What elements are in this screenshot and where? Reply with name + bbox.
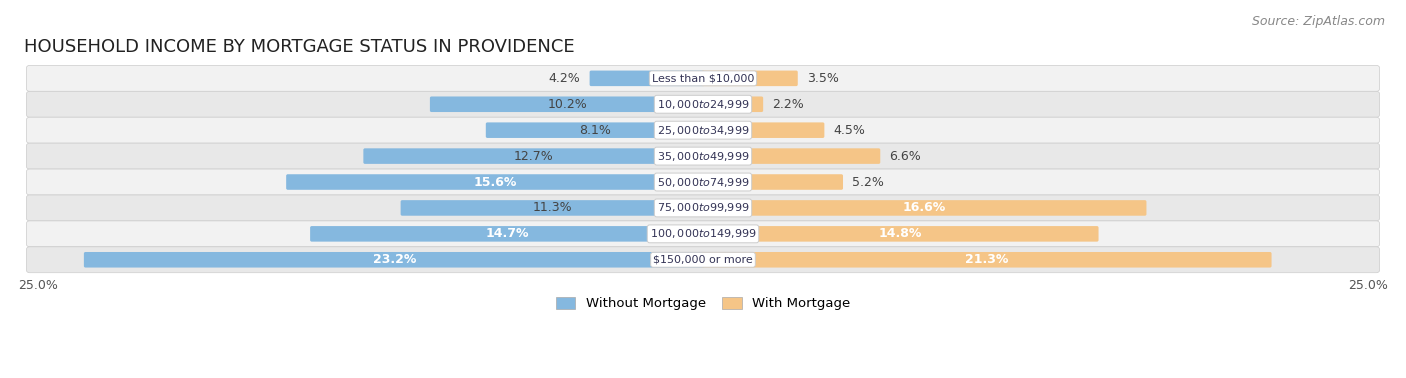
Text: $100,000 to $149,999: $100,000 to $149,999 xyxy=(650,227,756,240)
FancyBboxPatch shape xyxy=(589,71,704,86)
FancyBboxPatch shape xyxy=(311,226,704,242)
FancyBboxPatch shape xyxy=(702,252,1271,268)
Text: 4.2%: 4.2% xyxy=(548,72,581,85)
FancyBboxPatch shape xyxy=(287,174,704,190)
Text: 3.5%: 3.5% xyxy=(807,72,839,85)
Text: 14.8%: 14.8% xyxy=(879,227,922,240)
Text: $50,000 to $74,999: $50,000 to $74,999 xyxy=(657,175,749,189)
Text: $25,000 to $34,999: $25,000 to $34,999 xyxy=(657,124,749,137)
FancyBboxPatch shape xyxy=(702,96,763,112)
FancyBboxPatch shape xyxy=(363,148,704,164)
Text: Source: ZipAtlas.com: Source: ZipAtlas.com xyxy=(1251,15,1385,28)
Text: $10,000 to $24,999: $10,000 to $24,999 xyxy=(657,98,749,111)
FancyBboxPatch shape xyxy=(27,195,1379,221)
FancyBboxPatch shape xyxy=(702,174,844,190)
FancyBboxPatch shape xyxy=(27,117,1379,143)
Text: 16.6%: 16.6% xyxy=(903,201,946,214)
Text: 21.3%: 21.3% xyxy=(965,253,1008,266)
FancyBboxPatch shape xyxy=(401,200,704,216)
Text: $75,000 to $99,999: $75,000 to $99,999 xyxy=(657,201,749,214)
Text: 12.7%: 12.7% xyxy=(515,150,554,163)
Text: 5.2%: 5.2% xyxy=(852,175,884,189)
Text: 2.2%: 2.2% xyxy=(772,98,804,111)
FancyBboxPatch shape xyxy=(84,252,704,268)
FancyBboxPatch shape xyxy=(27,65,1379,91)
FancyBboxPatch shape xyxy=(702,148,880,164)
Text: $150,000 or more: $150,000 or more xyxy=(654,255,752,265)
Text: 4.5%: 4.5% xyxy=(834,124,865,137)
Text: Less than $10,000: Less than $10,000 xyxy=(652,73,754,83)
Text: $35,000 to $49,999: $35,000 to $49,999 xyxy=(657,150,749,163)
FancyBboxPatch shape xyxy=(702,122,824,138)
FancyBboxPatch shape xyxy=(27,247,1379,273)
FancyBboxPatch shape xyxy=(702,226,1098,242)
Text: 6.6%: 6.6% xyxy=(890,150,921,163)
Text: 23.2%: 23.2% xyxy=(373,253,416,266)
Text: HOUSEHOLD INCOME BY MORTGAGE STATUS IN PROVIDENCE: HOUSEHOLD INCOME BY MORTGAGE STATUS IN P… xyxy=(24,38,575,56)
FancyBboxPatch shape xyxy=(27,143,1379,169)
FancyBboxPatch shape xyxy=(702,71,797,86)
FancyBboxPatch shape xyxy=(27,169,1379,195)
Text: 14.7%: 14.7% xyxy=(485,227,529,240)
Text: 10.2%: 10.2% xyxy=(547,98,588,111)
FancyBboxPatch shape xyxy=(27,221,1379,247)
Text: 11.3%: 11.3% xyxy=(533,201,572,214)
FancyBboxPatch shape xyxy=(486,122,704,138)
FancyBboxPatch shape xyxy=(430,96,704,112)
Text: 8.1%: 8.1% xyxy=(579,124,612,137)
Legend: Without Mortgage, With Mortgage: Without Mortgage, With Mortgage xyxy=(550,291,856,316)
FancyBboxPatch shape xyxy=(27,91,1379,117)
Text: 15.6%: 15.6% xyxy=(474,175,517,189)
FancyBboxPatch shape xyxy=(702,200,1146,216)
